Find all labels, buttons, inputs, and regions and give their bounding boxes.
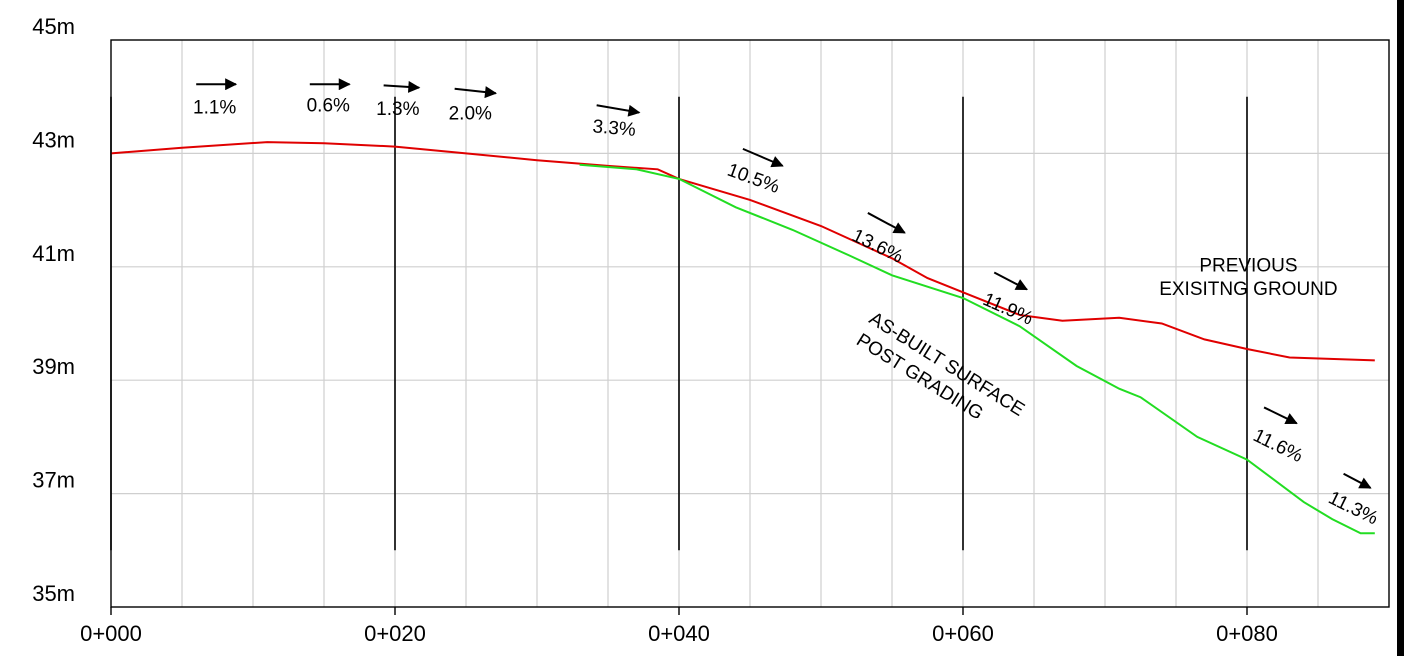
slope-label: 13.6%: [849, 225, 907, 268]
y-tick-label: 37m: [32, 468, 75, 493]
slope-arrow: [867, 212, 906, 234]
slope-arrow: [596, 104, 641, 117]
right-edge-bar: [1397, 0, 1404, 656]
slope-label: 3.3%: [592, 116, 637, 141]
annotation-label: EXISITNG GROUND: [1159, 279, 1337, 300]
plot-frame: [110, 39, 1390, 608]
label-layer: 1.1% 0.6% 1.3% 2.0% 3.3% 10.5% 13.6% 11.9% 11.6%…: [193, 78, 1381, 529]
grid-layer: [110, 40, 1389, 607]
annotation-label: PREVIOUS: [1199, 255, 1297, 276]
slope-label: 0.6%: [307, 95, 350, 116]
y-tick-label: 43m: [32, 127, 75, 152]
slope-arrow: [1343, 472, 1372, 489]
slope-arrow: [454, 86, 498, 99]
existing-ground-line: [110, 141, 1375, 362]
slope-label: 11.9%: [980, 289, 1037, 330]
y-tick-label: 39m: [32, 354, 75, 379]
x-tick-label: 0+080: [1216, 621, 1278, 646]
slope-label: 10.5%: [724, 160, 782, 198]
slope-arrow: [383, 80, 421, 93]
series-layer: [110, 141, 1375, 535]
y-tick-label: 35m: [32, 581, 75, 606]
slope-label: 1.3%: [376, 99, 419, 120]
slope-arrow: [993, 271, 1028, 291]
slope-label: 2.0%: [449, 103, 492, 124]
slope-label: 11.6%: [1250, 425, 1306, 467]
slope-arrow: [1263, 406, 1298, 425]
x-tick-label: 0+040: [648, 621, 710, 646]
y-tick-label: 41m: [32, 241, 75, 266]
axis-layer: 0+000 0+020 0+040 0+060 0+080 45m 43m 41m 39m 37m…: [32, 14, 1390, 646]
slope-arrow: [742, 147, 784, 168]
slope-label: 1.1%: [193, 98, 236, 119]
x-tick-label: 0+060: [932, 621, 994, 646]
x-tick-label: 0+020: [364, 621, 426, 646]
y-tick-label: 45m: [32, 14, 75, 39]
as-built-surface-line: [579, 163, 1375, 535]
x-tick-label: 0+000: [80, 621, 142, 646]
